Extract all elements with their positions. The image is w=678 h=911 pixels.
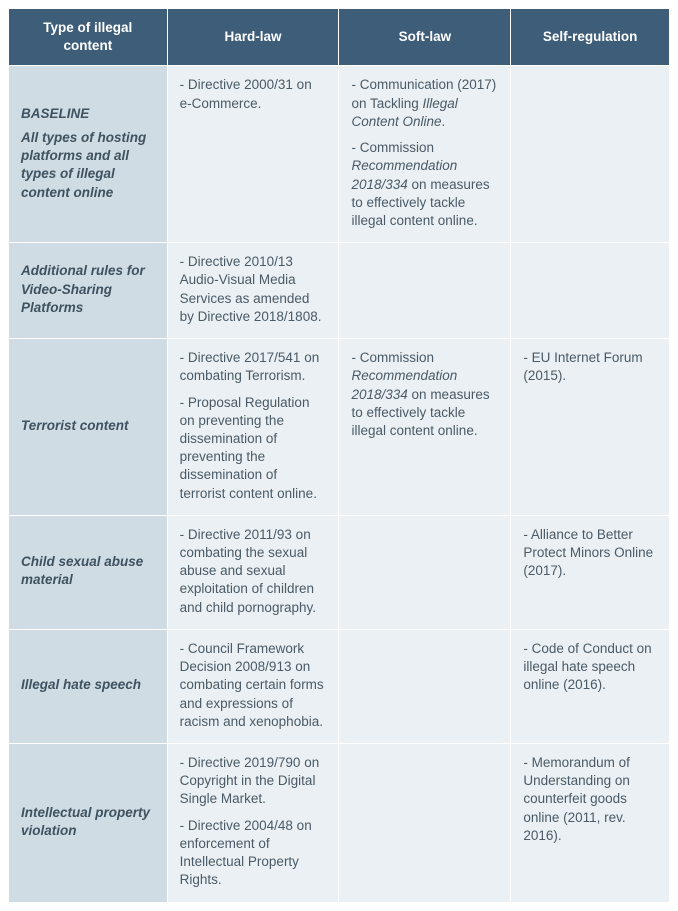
- row-ip-label: Intellectual property violation: [9, 744, 168, 903]
- row-hate-self: - Code of Conduct on illegal hate speech…: [511, 629, 670, 743]
- cell-text: - Commission Recommendation 2018/334 on …: [351, 349, 498, 440]
- row-vsp-hard: - Directive 2010/13 Audio-Visual Media S…: [167, 243, 339, 339]
- row-csam-hard: - Directive 2011/93 on combating the sex…: [167, 515, 339, 629]
- cell-text: - Alliance to Better Protect Minors Onli…: [523, 526, 657, 581]
- cell-text: - Directive 2000/31 on e-Commerce.: [180, 76, 327, 112]
- cell-text: - Commission Recommendation 2018/334 on …: [351, 139, 498, 230]
- row-ip: Intellectual property violation - Direct…: [9, 744, 670, 903]
- header-row: Type of illegal content Hard-law Soft-la…: [9, 9, 670, 66]
- cell-text: - EU Internet Forum (2015).: [523, 349, 657, 385]
- header-self-reg: Self-regulation: [511, 9, 670, 66]
- row-csam: Child sexual abuse material - Directive …: [9, 515, 670, 629]
- row-terror-soft: - Commission Recommendation 2018/334 on …: [339, 339, 511, 516]
- header-soft-law: Soft-law: [339, 9, 511, 66]
- row-ip-self: - Memorandum of Understanding on counter…: [511, 744, 670, 903]
- row-baseline-hard: - Directive 2000/31 on e-Commerce.: [167, 66, 339, 243]
- row-ip-soft: [339, 744, 511, 903]
- row-vsp: Additional rules for Video-Sharing Platf…: [9, 243, 670, 339]
- header-hard-law: Hard-law: [167, 9, 339, 66]
- row-baseline: BASELINE All types of hosting platforms …: [9, 66, 670, 243]
- row-terror-hard: - Directive 2017/541 on combating Terror…: [167, 339, 339, 516]
- row-hate-hard: - Council Framework Decision 2008/913 on…: [167, 629, 339, 743]
- row-vsp-self: [511, 243, 670, 339]
- cell-text: - Directive 2004/48 on enforcement of In…: [180, 817, 327, 890]
- illegal-content-regulation-table: Type of illegal content Hard-law Soft-la…: [8, 8, 670, 903]
- baseline-title: BASELINE: [21, 105, 155, 123]
- header-type: Type of illegal content: [9, 9, 168, 66]
- row-csam-soft: [339, 515, 511, 629]
- row-terror: Terrorist content - Directive 2017/541 o…: [9, 339, 670, 516]
- row-baseline-label: BASELINE All types of hosting platforms …: [9, 66, 168, 243]
- row-baseline-soft: - Communication (2017) on Tackling Illeg…: [339, 66, 511, 243]
- cell-text: - Directive 2010/13 Audio-Visual Media S…: [180, 253, 327, 326]
- cell-text: - Communication (2017) on Tackling Illeg…: [351, 76, 498, 131]
- row-terror-label: Terrorist content: [9, 339, 168, 516]
- row-vsp-soft: [339, 243, 511, 339]
- row-csam-self: - Alliance to Better Protect Minors Onli…: [511, 515, 670, 629]
- cell-text: - Council Framework Decision 2008/913 on…: [180, 640, 327, 731]
- row-hate-label: Illegal hate speech: [9, 629, 168, 743]
- cell-text: - Code of Conduct on illegal hate speech…: [523, 640, 657, 695]
- row-ip-hard: - Directive 2019/790 on Copyright in the…: [167, 744, 339, 903]
- row-vsp-label: Additional rules for Video-Sharing Platf…: [9, 243, 168, 339]
- cell-text: - Directive 2017/541 on combating Terror…: [180, 349, 327, 385]
- row-hate: Illegal hate speech - Council Framework …: [9, 629, 670, 743]
- cell-text: - Directive 2019/790 on Copyright in the…: [180, 754, 327, 809]
- row-baseline-self: [511, 66, 670, 243]
- row-hate-soft: [339, 629, 511, 743]
- cell-text: - Memorandum of Understanding on counter…: [523, 754, 657, 845]
- row-terror-self: - EU Internet Forum (2015).: [511, 339, 670, 516]
- row-csam-label: Child sexual abuse material: [9, 515, 168, 629]
- baseline-subtitle: All types of hosting platforms and all t…: [21, 130, 146, 200]
- cell-text: - Directive 2011/93 on combating the sex…: [180, 526, 327, 617]
- cell-text: - Proposal Regulation on preventing the …: [180, 394, 327, 503]
